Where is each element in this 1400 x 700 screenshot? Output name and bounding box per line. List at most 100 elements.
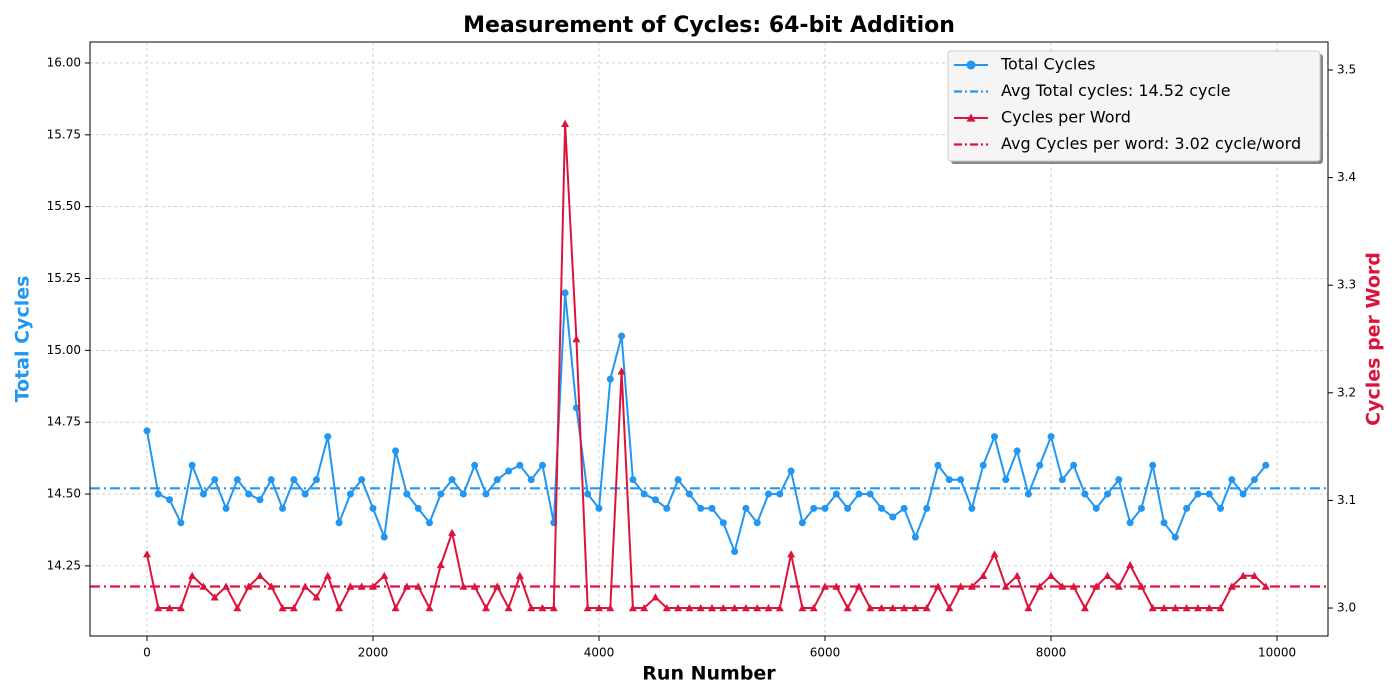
point <box>741 604 750 612</box>
point <box>843 604 852 612</box>
y-tick-label: 15.75 <box>47 127 81 141</box>
point <box>821 504 829 512</box>
chart-title: Measurement of Cycles: 64-bit Addition <box>463 13 955 38</box>
point <box>1182 604 1191 612</box>
point <box>696 604 705 612</box>
point <box>832 582 841 590</box>
point <box>471 461 479 469</box>
point <box>1160 604 1169 612</box>
point <box>764 604 773 612</box>
point <box>1104 490 1112 498</box>
point <box>1228 476 1236 484</box>
point <box>662 604 671 612</box>
point <box>945 476 953 484</box>
point <box>143 427 151 435</box>
point <box>911 533 919 541</box>
point <box>1080 604 1089 612</box>
point <box>1069 582 1078 590</box>
point <box>301 582 310 590</box>
y-tick-label: 15.00 <box>47 343 81 357</box>
point <box>516 461 524 469</box>
point <box>561 119 570 127</box>
point <box>618 332 626 340</box>
y2-tick-label: 3.0 <box>1337 601 1356 615</box>
point <box>990 550 999 558</box>
point <box>448 528 457 536</box>
point <box>640 490 648 498</box>
point <box>674 476 682 484</box>
point <box>1114 582 1123 590</box>
point <box>561 289 569 297</box>
point <box>730 604 739 612</box>
point <box>165 604 174 612</box>
point <box>425 604 434 612</box>
point <box>1227 582 1236 590</box>
point <box>278 604 287 612</box>
y2-axis-label: Cycles per Word <box>1363 252 1385 426</box>
x-tick-label: 10000 <box>1258 646 1296 660</box>
point <box>414 504 422 512</box>
point <box>346 582 355 590</box>
point <box>979 461 987 469</box>
point <box>810 504 818 512</box>
point <box>391 604 400 612</box>
point <box>708 504 716 512</box>
point <box>188 571 197 579</box>
point <box>369 504 377 512</box>
point <box>335 519 343 527</box>
point <box>289 604 298 612</box>
point <box>267 476 275 484</box>
point <box>651 496 659 504</box>
point <box>403 490 411 498</box>
point <box>1205 490 1213 498</box>
point <box>459 582 468 590</box>
point <box>1193 604 1202 612</box>
point <box>154 604 163 612</box>
point <box>1047 433 1055 441</box>
point <box>1126 560 1135 569</box>
point <box>459 490 467 498</box>
point <box>527 604 536 612</box>
point <box>888 604 897 612</box>
x-axis-label: Run Number <box>642 663 776 685</box>
point <box>392 447 400 455</box>
point <box>628 604 637 612</box>
point <box>177 519 185 527</box>
point <box>776 490 784 498</box>
point <box>279 504 287 512</box>
point <box>991 433 999 441</box>
point <box>233 476 241 484</box>
point <box>414 582 423 590</box>
point <box>787 467 795 475</box>
point <box>617 367 626 375</box>
point <box>956 582 965 590</box>
point <box>154 490 162 498</box>
point <box>222 582 231 590</box>
point <box>244 582 253 590</box>
point <box>1171 604 1180 612</box>
point <box>685 490 693 498</box>
point <box>380 533 388 541</box>
point <box>606 604 615 612</box>
point <box>1070 461 1078 469</box>
point <box>233 604 242 612</box>
point <box>583 604 592 612</box>
point <box>210 593 219 601</box>
point <box>549 604 558 612</box>
point <box>719 519 727 527</box>
point <box>346 490 354 498</box>
point <box>312 593 321 601</box>
point <box>775 604 784 612</box>
point <box>323 571 332 579</box>
point <box>663 504 671 512</box>
point <box>358 476 366 484</box>
point <box>753 519 761 527</box>
point <box>934 461 942 469</box>
point <box>142 550 151 558</box>
y-axis-label: Total Cycles <box>12 276 34 403</box>
point <box>979 571 988 579</box>
point <box>312 476 320 484</box>
point <box>1081 490 1089 498</box>
x-tick-label: 0 <box>143 646 151 660</box>
point <box>957 476 965 484</box>
